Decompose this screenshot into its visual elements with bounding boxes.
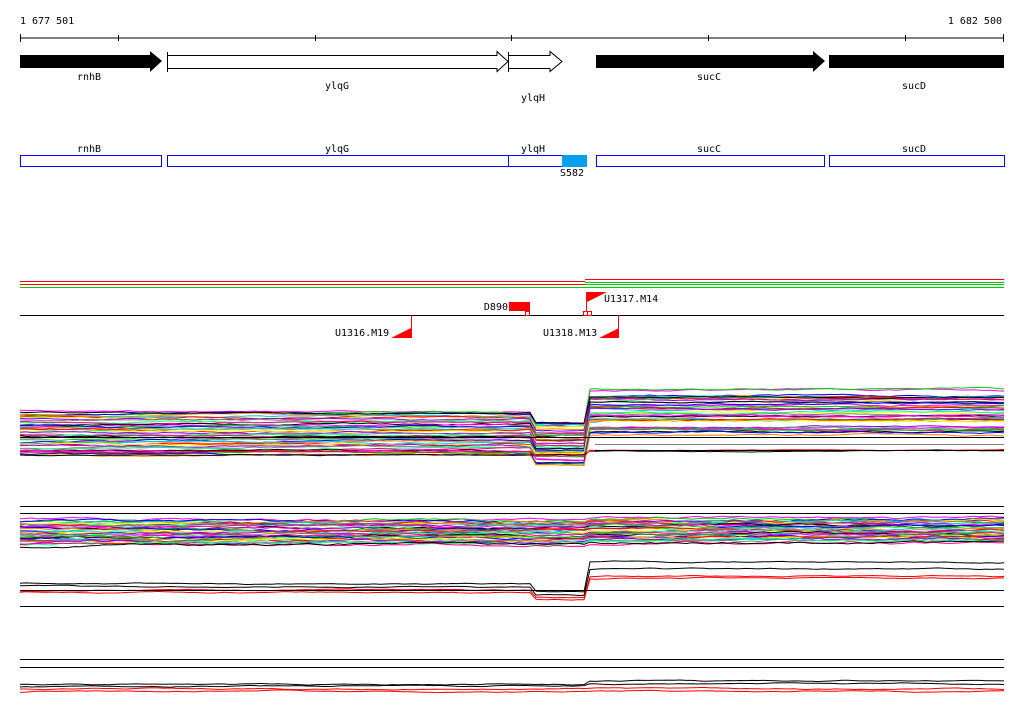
profile-line bbox=[19, 449, 1005, 457]
gene-track: rnhB ylqG ylqH sucC sucD bbox=[20, 50, 1004, 105]
highlight-s582[interactable] bbox=[562, 155, 587, 167]
annotation-label: rnhB bbox=[77, 144, 101, 155]
profile-line bbox=[19, 526, 1005, 535]
gene-sucD[interactable]: sucD bbox=[829, 55, 1004, 92]
profile-line bbox=[19, 540, 1005, 548]
gene-rnhB[interactable]: rnhB bbox=[20, 51, 162, 83]
annotation-box-sucD[interactable] bbox=[829, 155, 1005, 167]
profile-line bbox=[19, 404, 1005, 437]
annotation-track bbox=[20, 155, 1005, 167]
profile-line bbox=[19, 524, 1005, 533]
ruler-start-label: 1 677 501 bbox=[20, 16, 74, 27]
profile-line bbox=[19, 560, 1005, 593]
feature-u1318[interactable]: U1318.M13 bbox=[543, 315, 619, 339]
feature-track: D890 U1317.M14 U1316.M19 U1318.M13 bbox=[20, 292, 1004, 339]
profile-line bbox=[19, 530, 1005, 538]
gene-ylqG[interactable]: ylqG bbox=[167, 50, 509, 93]
profile-line bbox=[19, 679, 1005, 686]
coverage-lines bbox=[20, 279, 1004, 288]
gene-label: sucC bbox=[697, 72, 721, 83]
feature-u1317[interactable]: U1317.M14 bbox=[583, 292, 659, 316]
gene-label: ylqG bbox=[325, 81, 349, 92]
gene-ylqH[interactable]: ylqH bbox=[508, 50, 563, 105]
profile-line bbox=[19, 410, 1005, 443]
profile-line bbox=[19, 407, 1005, 445]
annotation-label: ylqH bbox=[521, 144, 545, 155]
profile-line bbox=[19, 528, 1005, 537]
highlight-label: S582 bbox=[560, 168, 584, 179]
gene-label: rnhB bbox=[77, 72, 101, 83]
profile-line bbox=[19, 395, 1004, 424]
annotation-label: sucD bbox=[902, 144, 926, 155]
annotation-box-ylqH[interactable] bbox=[508, 155, 563, 167]
profile-line bbox=[19, 417, 1005, 456]
gene-label: sucD bbox=[902, 81, 926, 92]
profile-line bbox=[20, 686, 1005, 691]
ruler-end-label: 1 682 500 bbox=[948, 16, 1002, 27]
profile-line bbox=[19, 430, 1005, 464]
feature-label: U1316.M19 bbox=[335, 328, 389, 339]
profile-line bbox=[19, 520, 1005, 528]
feature-u1316[interactable]: U1316.M19 bbox=[335, 315, 412, 339]
feature-label: U1318.M13 bbox=[543, 328, 597, 339]
profile-line bbox=[19, 576, 1005, 601]
annotation-box-sucC[interactable] bbox=[596, 155, 825, 167]
profile-line bbox=[20, 397, 1005, 435]
annotation-label: ylqG bbox=[325, 144, 349, 155]
annotation-label: sucC bbox=[697, 144, 721, 155]
feature-d890[interactable]: D890 bbox=[484, 302, 530, 316]
profile-line bbox=[19, 515, 1005, 522]
profile-line bbox=[19, 407, 1005, 441]
profile-line bbox=[19, 419, 1005, 455]
profile-line bbox=[19, 426, 1005, 462]
profile-line bbox=[19, 567, 1005, 596]
gene-sucC[interactable]: sucC bbox=[596, 51, 825, 83]
feature-label: D890 bbox=[484, 302, 508, 313]
feature-label: U1317.M14 bbox=[604, 294, 658, 305]
annotation-box-ylqG[interactable] bbox=[167, 155, 509, 167]
profile-line bbox=[20, 414, 1005, 447]
profile-line bbox=[19, 689, 1005, 694]
expression-profiles bbox=[19, 386, 1005, 694]
profile-line bbox=[19, 540, 1005, 549]
profile-line bbox=[19, 400, 1005, 439]
profile-line bbox=[19, 682, 1005, 688]
ruler: 1 677 501 1 682 500 bbox=[20, 16, 1004, 42]
gene-label: ylqH bbox=[521, 93, 545, 104]
ruler-ticks bbox=[20, 34, 1004, 42]
profile-line bbox=[19, 402, 1005, 442]
profile-line bbox=[19, 519, 1005, 527]
annotation-box-rnhB[interactable] bbox=[20, 155, 162, 167]
